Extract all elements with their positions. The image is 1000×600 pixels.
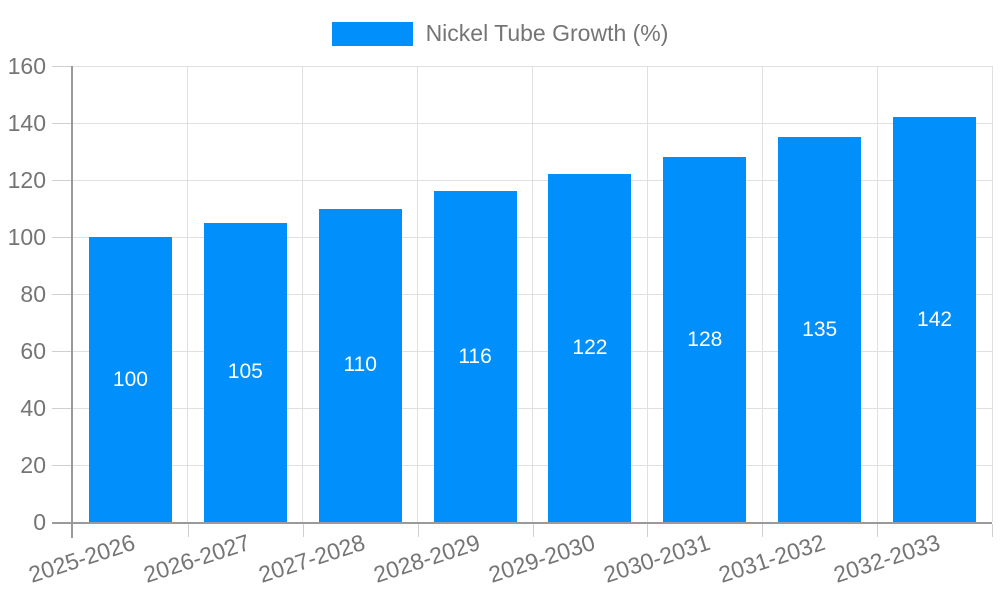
y-axis-label: 60 xyxy=(20,338,46,364)
gridline-v xyxy=(876,66,878,522)
x-tick xyxy=(992,524,993,537)
x-tick xyxy=(417,524,419,537)
y-axis-label: 80 xyxy=(20,281,46,307)
gridline-v xyxy=(532,66,533,522)
bar[interactable] xyxy=(778,137,862,522)
bar-value-label: 105 xyxy=(227,360,263,384)
y-axis-line xyxy=(71,66,73,538)
legend[interactable]: Nickel Tube Growth (%) xyxy=(0,20,1000,47)
x-tick xyxy=(647,524,649,537)
bar[interactable] xyxy=(318,208,402,522)
bar-value-label: 116 xyxy=(458,344,492,368)
y-tick xyxy=(52,180,71,181)
bar-value-label: 142 xyxy=(917,307,953,331)
y-axis-label: 100 xyxy=(7,224,46,250)
bar[interactable] xyxy=(88,237,172,522)
gridline-v xyxy=(302,66,304,522)
plot-area: 100 105 110 116 122 128 135 142 xyxy=(73,66,993,522)
y-axis-label: 40 xyxy=(20,395,46,421)
gridline-v xyxy=(417,66,419,522)
bar-value-label: 128 xyxy=(687,327,723,351)
bar-value-label: 110 xyxy=(343,353,377,377)
y-axis-label: 0 xyxy=(33,509,46,535)
bar[interactable] xyxy=(203,222,287,522)
y-tick xyxy=(52,66,71,67)
y-tick xyxy=(52,465,71,466)
gridline-v xyxy=(187,66,189,522)
bar-value-label: 100 xyxy=(112,367,148,391)
x-tick xyxy=(302,524,304,537)
bar[interactable] xyxy=(893,117,977,522)
y-tick xyxy=(52,408,71,409)
x-axis-line xyxy=(52,522,992,524)
x-tick xyxy=(762,524,764,537)
legend-swatch-icon xyxy=(331,21,413,46)
bar-value-label: 122 xyxy=(572,336,608,360)
x-tick xyxy=(187,524,189,537)
gridline-v xyxy=(646,66,648,522)
bar[interactable] xyxy=(663,157,747,522)
y-tick xyxy=(52,294,71,295)
y-axis-label: 120 xyxy=(7,167,46,193)
gridline-v xyxy=(761,66,763,522)
y-tick xyxy=(52,237,71,238)
x-tick xyxy=(877,524,879,537)
gridline-v xyxy=(991,66,993,522)
bar-value-label: 135 xyxy=(802,317,838,341)
legend-label: Nickel Tube Growth (%) xyxy=(425,20,669,46)
y-axis-label: 140 xyxy=(7,110,46,136)
y-tick xyxy=(52,351,71,352)
x-tick xyxy=(532,524,534,537)
bar[interactable] xyxy=(433,191,517,522)
y-axis-label: 160 xyxy=(7,53,46,79)
y-axis-label: 20 xyxy=(20,452,46,478)
bar[interactable] xyxy=(548,174,632,522)
y-tick xyxy=(52,123,71,124)
